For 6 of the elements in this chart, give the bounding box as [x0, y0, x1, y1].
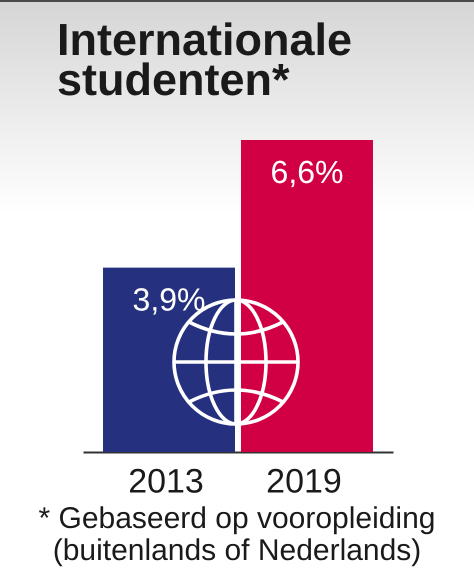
text: * Gebaseerd op vooropleiding (buitenlands of Nederlands): [38, 502, 436, 567]
data-label: 3,9%: [132, 282, 206, 318]
x-tick-label: 2019: [266, 462, 342, 500]
x-tick-label: 2013: [128, 462, 204, 500]
chart-title: Internationale studenten*: [57, 14, 352, 105]
data-label: 6,6%: [270, 154, 344, 190]
